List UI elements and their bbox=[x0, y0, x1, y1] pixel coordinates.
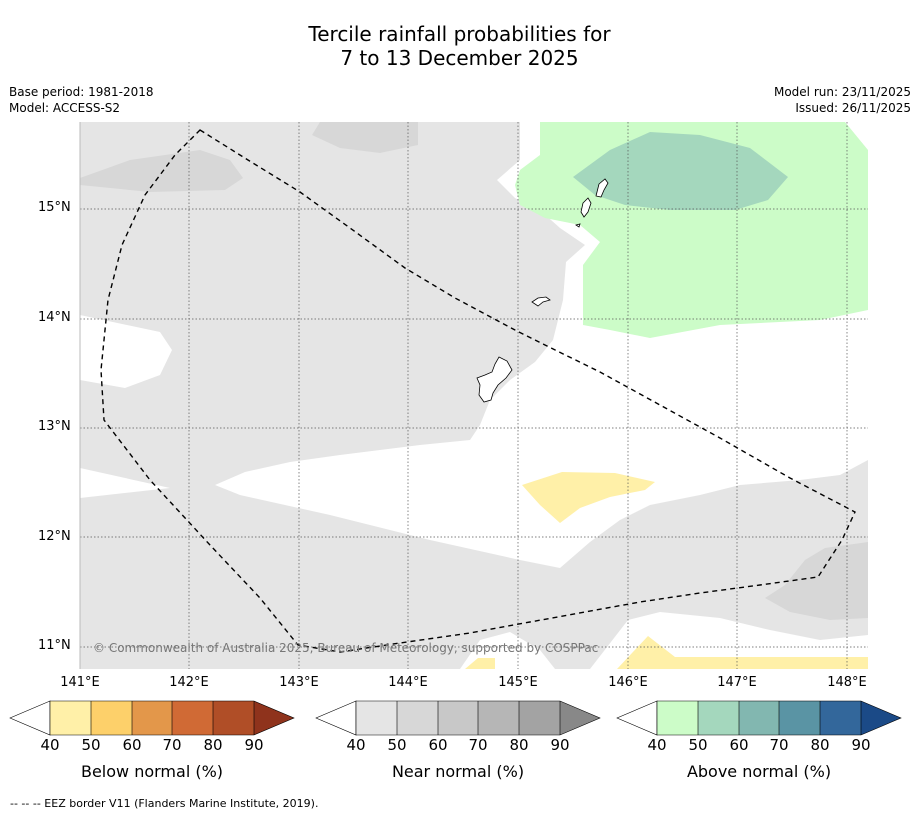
map-white-gap bbox=[845, 122, 868, 150]
colorbar-below-label: Below normal (%) bbox=[80, 762, 224, 781]
colorbar-tick: 40 bbox=[647, 736, 667, 754]
model-run-date: Model run: 23/11/2025 bbox=[773, 85, 911, 99]
colorbar-tick: 70 bbox=[468, 736, 488, 754]
lat-label: 14°N bbox=[38, 310, 71, 325]
colorbar-tick: 90 bbox=[550, 736, 570, 754]
below-normal-patch bbox=[522, 472, 655, 523]
rota-island bbox=[531, 296, 551, 307]
colorbar-above-swatch bbox=[739, 701, 779, 735]
colorbar-tick: 60 bbox=[428, 736, 448, 754]
lat-label: 15°N bbox=[38, 200, 71, 215]
lat-label: 11°N bbox=[38, 638, 71, 653]
colorbar-near-swatch bbox=[438, 701, 478, 735]
lon-label: 148°E bbox=[827, 675, 867, 690]
near-normal-50-patch bbox=[765, 542, 868, 620]
below-normal-patch bbox=[617, 636, 868, 669]
map-title-line2: 7 to 13 December 2025 bbox=[340, 46, 579, 70]
colorbar-above-label: Above normal (%) bbox=[686, 762, 832, 781]
tinian-island bbox=[580, 197, 592, 218]
lon-label: 143°E bbox=[279, 675, 319, 690]
base-period: Base period: 1981-2018 bbox=[9, 85, 154, 99]
colorbar-near-label: Near normal (%) bbox=[391, 762, 525, 781]
near-normal-50-patch bbox=[312, 122, 418, 153]
colorbar-near bbox=[315, 700, 601, 736]
colorbar-near-swatch bbox=[519, 701, 560, 735]
colorbar-above bbox=[616, 700, 902, 736]
colorbar-tick: 80 bbox=[810, 736, 830, 754]
saipan-island bbox=[595, 178, 609, 198]
eez-border bbox=[100, 129, 856, 653]
above-normal-50-patch bbox=[573, 132, 788, 210]
colorbar-tick: 40 bbox=[40, 736, 60, 754]
colorbar-near-swatch bbox=[397, 701, 438, 735]
lat-label: 13°N bbox=[38, 419, 71, 434]
colorbar-near-swatch bbox=[560, 701, 600, 735]
lon-label: 146°E bbox=[608, 675, 648, 690]
lon-label: 145°E bbox=[498, 675, 538, 690]
colorbar-below-swatch bbox=[254, 701, 294, 735]
lon-label: 147°E bbox=[717, 675, 757, 690]
copyright-notice: © Commonwealth of Australia 2025, Bureau… bbox=[93, 641, 599, 655]
colorbar-above-swatch bbox=[779, 701, 820, 735]
map-title-line1: Tercile rainfall probabilities for bbox=[308, 22, 611, 46]
colorbar-tick: 90 bbox=[851, 736, 871, 754]
colorbar-tick: 70 bbox=[769, 736, 789, 754]
colorbar-above-swatch bbox=[698, 701, 739, 735]
model-name: Model: ACCESS-S2 bbox=[9, 101, 121, 115]
colorbar-near-swatch bbox=[478, 701, 519, 735]
lon-label: 141°E bbox=[60, 675, 100, 690]
colorbar-near-swatch bbox=[356, 701, 397, 735]
below-normal-patch bbox=[465, 658, 495, 669]
colorbar-tick: 90 bbox=[244, 736, 264, 754]
colorbar-tick: 70 bbox=[162, 736, 182, 754]
colorbar-tick: 40 bbox=[346, 736, 366, 754]
colorbar-tick: 60 bbox=[729, 736, 749, 754]
colorbar-below bbox=[9, 700, 295, 736]
colorbar-tick: 80 bbox=[203, 736, 223, 754]
colorbar-below-swatch bbox=[172, 701, 213, 735]
colorbar-tick: 50 bbox=[387, 736, 407, 754]
lon-label: 142°E bbox=[169, 675, 209, 690]
eez-footnote: -- -- -- EEZ border V11 (Flanders Marine… bbox=[10, 797, 319, 810]
map-gridlines bbox=[80, 122, 868, 669]
colorbar-tick: 50 bbox=[81, 736, 101, 754]
colorbar-below-swatch bbox=[50, 701, 91, 735]
lat-label: 12°N bbox=[38, 529, 71, 544]
aguijan-island bbox=[575, 223, 581, 228]
guam-island bbox=[476, 356, 513, 403]
near-normal-50-patch bbox=[80, 150, 243, 192]
colorbar-below-swatch bbox=[91, 701, 132, 735]
colorbar-tick: 60 bbox=[122, 736, 142, 754]
colorbar-tick: 50 bbox=[688, 736, 708, 754]
colorbar-above-swatch bbox=[861, 701, 901, 735]
colorbar-above-swatch bbox=[657, 701, 698, 735]
colorbar-below-swatch bbox=[132, 701, 172, 735]
colorbar-below-swatch bbox=[213, 701, 254, 735]
colorbar-tick: 80 bbox=[509, 736, 529, 754]
lon-label: 144°E bbox=[388, 675, 428, 690]
near-normal-region bbox=[80, 122, 868, 669]
issued-date: Issued: 26/11/2025 bbox=[795, 101, 911, 115]
colorbar-above-swatch bbox=[820, 701, 861, 735]
